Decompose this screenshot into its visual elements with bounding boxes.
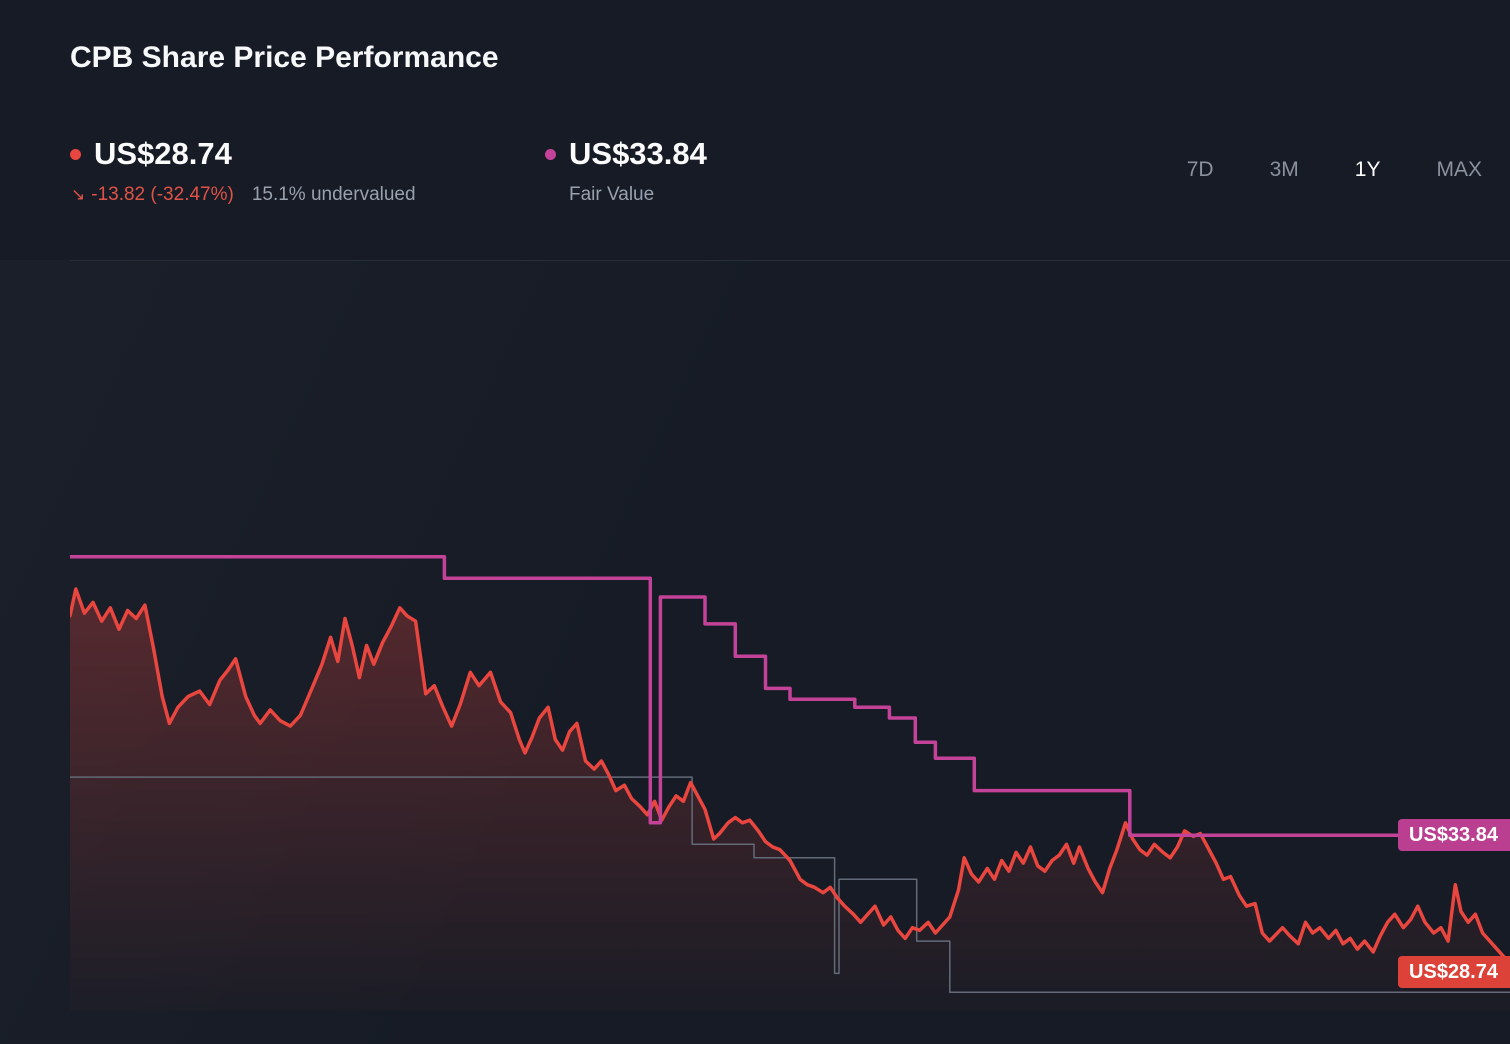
range-option-max[interactable]: MAX xyxy=(1436,158,1482,181)
share-price-change-text: -13.82 (-32.47%) xyxy=(91,184,234,205)
share-price-value: US$28.74 xyxy=(94,136,232,171)
share-price-change: ↘ -13.82 (-32.47%) xyxy=(71,184,234,206)
range-option-1y[interactable]: 1Y xyxy=(1354,158,1381,181)
fair-value-dot-icon xyxy=(545,148,556,160)
fair-value-value: US$33.84 xyxy=(569,136,707,171)
range-option-3m[interactable]: 3M xyxy=(1269,158,1299,181)
undervalued-note: 15.1% undervalued xyxy=(251,184,416,205)
chart-header: CPB Share Price Performance xyxy=(0,0,1510,76)
price-chart[interactable]: US$33.84 US$28.74 xyxy=(0,260,1510,1044)
price-axis-label: US$33.84 xyxy=(1398,819,1510,852)
fair-value-legend: US$33.84 Fair Value xyxy=(545,136,707,206)
share-price-dot-icon xyxy=(70,148,81,160)
page-title: CPB Share Price Performance xyxy=(70,41,499,74)
down-right-arrow-icon: ↘ xyxy=(71,185,86,204)
range-option-7d[interactable]: 7D xyxy=(1186,158,1214,181)
share-price-legend: US$28.74 ↘ -13.82 (-32.47%) 15.1% underv… xyxy=(70,136,545,206)
price-axis-label: US$28.74 xyxy=(1398,956,1510,989)
legend-row: US$28.74 ↘ -13.82 (-32.47%) 15.1% underv… xyxy=(0,136,1510,206)
price-chart-canvas[interactable] xyxy=(70,261,1510,1011)
fair-value-label: Fair Value xyxy=(569,184,655,205)
range-selector: 7D 3M 1Y MAX xyxy=(1187,158,1482,182)
